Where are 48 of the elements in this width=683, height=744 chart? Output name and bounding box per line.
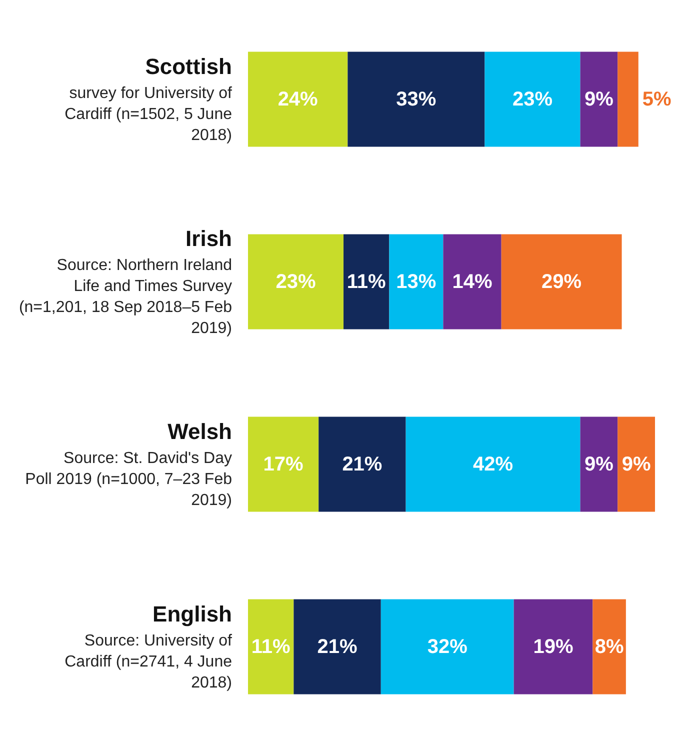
bar: [514, 599, 593, 694]
data-label: 9%: [584, 88, 614, 110]
bar: [592, 599, 626, 694]
bar: [618, 52, 638, 147]
data-label: 21%: [317, 636, 358, 658]
bar: [501, 234, 622, 330]
bar: [248, 234, 344, 330]
data-label: 11%: [346, 270, 386, 293]
y-tick-label: Scottish: [145, 54, 232, 79]
data-label: 8%: [594, 636, 624, 658]
bar: [618, 416, 655, 512]
data-label: 32%: [427, 636, 468, 658]
bar: [248, 416, 319, 512]
bar: [443, 234, 502, 330]
data-label: 33%: [396, 88, 436, 110]
data-label: 17%: [263, 453, 304, 476]
data-label: 13%: [396, 270, 436, 293]
y-tick-label: English: [152, 601, 232, 626]
data-label: 9%: [622, 453, 651, 476]
bar: [294, 599, 381, 694]
bar: [248, 52, 348, 147]
bar: [484, 52, 580, 147]
data-label: 29%: [542, 270, 582, 293]
bar: [389, 234, 444, 330]
bar: [348, 52, 485, 147]
bar: [344, 234, 390, 330]
data-label: 9%: [584, 453, 614, 476]
data-label: 21%: [342, 453, 382, 476]
bar: [318, 416, 406, 512]
data-label: 24%: [278, 88, 318, 110]
data-label: 23%: [276, 270, 316, 293]
bar: [580, 52, 618, 147]
text: survey for University of Cardiff (n=1502, 5 June 2018): [64, 84, 233, 144]
source-note: Source: University of Cardiff (n=2741, 4 June 2018): [64, 632, 233, 692]
data-label: 42%: [473, 453, 514, 476]
data-label: 11%: [251, 636, 291, 658]
y-tick-label: Irish: [186, 226, 232, 251]
data-label: 14%: [452, 270, 492, 293]
bar: [580, 416, 618, 512]
bar: [248, 599, 294, 694]
data-label: 19%: [533, 636, 574, 658]
bar: [380, 599, 514, 694]
source-note: Source: Northern Ireland Life and Times Survey (n=1,201, 18 Sep 2018–5 Feb 2019): [18, 256, 232, 337]
source-note: Source: St. David's Day Poll 2019 (n=1000, 7–23 Feb 2019): [25, 450, 232, 509]
y-tick-label: Welsh: [168, 418, 232, 444]
data-label: 5%: [642, 88, 672, 110]
data-label: 23%: [512, 88, 553, 110]
bar: [406, 416, 580, 512]
